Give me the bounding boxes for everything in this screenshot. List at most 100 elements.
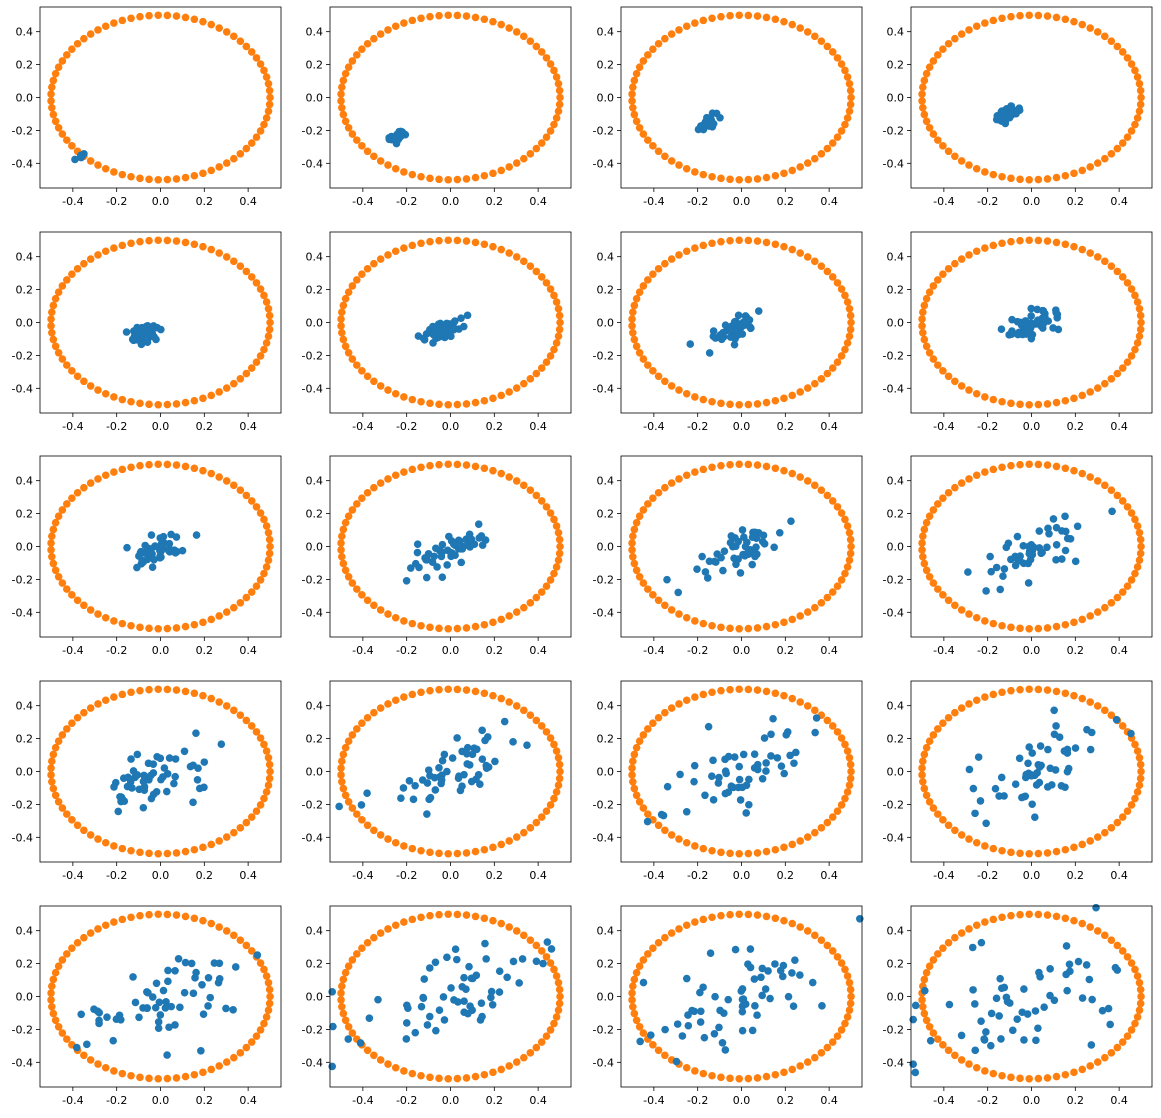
x-tick-label: 0.4 <box>1110 644 1128 657</box>
ring-point <box>172 911 181 919</box>
data-point <box>704 722 713 731</box>
ring-point <box>837 734 846 742</box>
x-tick-label: 0.0 <box>442 869 460 882</box>
ring-point <box>989 241 998 250</box>
ring-point <box>846 549 855 558</box>
ring-point <box>639 57 648 65</box>
data-point <box>149 760 158 769</box>
data-point <box>1040 1003 1048 1012</box>
ring-point <box>803 253 812 261</box>
ring-point <box>1078 919 1087 928</box>
ring-point <box>552 298 561 306</box>
ring-point <box>118 16 127 25</box>
data-point <box>423 810 431 818</box>
ring-point <box>811 257 819 266</box>
ring-point <box>841 569 849 578</box>
ring-point <box>62 361 71 369</box>
x-tick-label: -0.2 <box>106 420 127 433</box>
data-point <box>1035 544 1044 552</box>
ring-point <box>841 794 849 803</box>
data-point <box>709 332 718 341</box>
ring-point <box>1016 1074 1024 1083</box>
ring-point <box>1131 794 1139 803</box>
ring-point <box>497 391 506 400</box>
ring-point <box>1123 1032 1132 1040</box>
data-point <box>437 552 446 561</box>
ring-point <box>920 1009 929 1018</box>
ring-point <box>1016 624 1024 633</box>
ring-point <box>922 968 931 977</box>
ring-point <box>1034 1074 1043 1083</box>
ring-point <box>262 114 271 122</box>
data-point <box>157 325 165 334</box>
ring-point <box>1070 169 1078 178</box>
data-point <box>417 1002 426 1011</box>
ring-point <box>341 117 350 126</box>
ring-point <box>708 397 716 406</box>
ring-point <box>828 1038 837 1046</box>
data-point <box>1071 744 1080 752</box>
ring-point <box>391 471 400 480</box>
ring-point <box>400 918 408 926</box>
ring-point <box>1078 166 1087 175</box>
x-tick-label: -0.2 <box>977 195 998 208</box>
data-point <box>481 736 489 745</box>
ring-point <box>981 393 989 401</box>
data-point <box>697 1007 705 1016</box>
data-point <box>329 1022 337 1031</box>
ring-point <box>708 913 716 922</box>
axes-frame <box>910 905 1153 1088</box>
ring-point <box>796 923 804 931</box>
data-point <box>997 1035 1005 1043</box>
data-point <box>727 782 736 791</box>
data-point <box>736 569 745 577</box>
data-point <box>419 993 427 1002</box>
ring-point <box>1007 399 1015 408</box>
ring-point <box>675 475 683 483</box>
ring-point <box>965 610 973 618</box>
data-point <box>1058 527 1066 535</box>
data-point <box>736 796 745 804</box>
ring-point <box>341 743 350 752</box>
data-point <box>965 765 974 774</box>
y-tick-label: -0.4 <box>593 606 614 619</box>
ring-point <box>260 120 268 129</box>
ring-point <box>341 1016 350 1025</box>
ring-point <box>843 114 852 122</box>
y-tick-label: 0.2 <box>597 284 615 297</box>
x-tick-label: -0.4 <box>352 1094 373 1107</box>
ring-point <box>796 698 804 706</box>
data-point <box>441 329 449 337</box>
ring-point <box>266 93 274 102</box>
data-point <box>673 1020 682 1028</box>
data-point <box>715 773 723 782</box>
ring-point <box>957 157 966 165</box>
ring-point <box>699 690 708 699</box>
ring-point <box>833 953 842 961</box>
ring-point <box>363 372 372 381</box>
ring-point <box>462 175 471 183</box>
ring-point <box>344 797 353 806</box>
ring-point <box>939 494 947 502</box>
x-tick-label: 0.2 <box>1067 420 1085 433</box>
x-tick-label: 0.4 <box>820 644 838 657</box>
ring-point <box>744 849 753 858</box>
data-point <box>424 550 433 558</box>
ring-point <box>699 844 708 853</box>
ring-point <box>101 247 110 256</box>
data-point <box>909 1060 917 1069</box>
ring-point <box>542 503 551 511</box>
ring-point <box>1101 1053 1109 1062</box>
ring-point <box>762 847 771 856</box>
data-point <box>1063 767 1072 776</box>
ring-point <box>542 728 551 736</box>
ring-point <box>48 308 56 316</box>
ring-point <box>505 24 513 32</box>
ring-point <box>654 372 663 381</box>
ring-point <box>54 288 63 297</box>
ring-point <box>762 1072 771 1081</box>
ring-point <box>1136 535 1145 544</box>
data-point <box>730 340 739 349</box>
subplot-12: -0.4 -0.2 0.0 0.2 0.40.40.20.0-0.2-0.4 <box>883 455 1153 657</box>
ring-point <box>339 301 348 310</box>
